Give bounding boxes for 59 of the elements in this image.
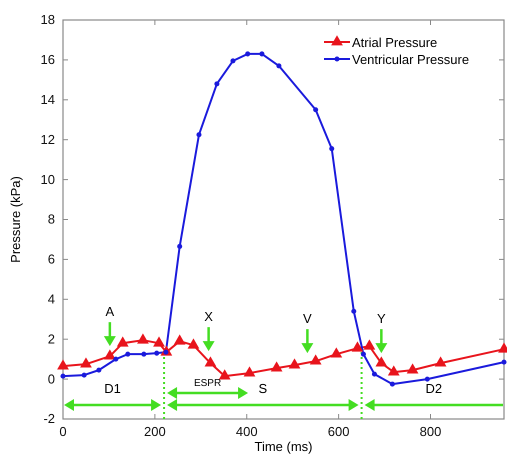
legend-label: Ventricular Pressure	[352, 52, 470, 67]
x-tick-label: 0	[59, 424, 67, 440]
point	[245, 51, 250, 56]
y-tick-label: -2	[43, 411, 55, 426]
point	[352, 341, 364, 352]
point	[104, 349, 116, 360]
point	[174, 334, 186, 345]
point	[330, 347, 342, 358]
x-tick-label: 200	[144, 424, 166, 440]
x-tick-label: 600	[328, 424, 350, 440]
point	[153, 336, 165, 347]
y-tick-label: 4	[48, 291, 55, 306]
point	[434, 356, 446, 367]
x-axis-title: Time (ms)	[254, 439, 313, 454]
legend-label: Atrial Pressure	[352, 35, 438, 50]
point	[406, 363, 418, 374]
point	[329, 146, 334, 152]
point	[57, 359, 69, 370]
y-tick-label: 16	[40, 52, 55, 68]
point	[375, 356, 388, 367]
point	[230, 58, 236, 64]
point	[80, 357, 92, 368]
point	[364, 339, 376, 350]
point	[288, 358, 300, 369]
y-tick-label: 2	[48, 331, 55, 346]
point	[388, 365, 400, 376]
point	[188, 338, 200, 349]
point	[137, 333, 149, 344]
point	[276, 63, 282, 68]
point	[310, 354, 322, 365]
annotation: ESPR	[194, 378, 222, 389]
annotation: D2	[425, 381, 442, 396]
point	[116, 336, 129, 347]
annotation: Y	[377, 311, 386, 326]
annotation: V	[303, 311, 312, 326]
point	[214, 81, 220, 86]
y-axis-title: Pressure (kPa)	[8, 176, 23, 263]
point	[351, 308, 356, 314]
point	[196, 132, 202, 138]
point	[218, 369, 231, 380]
point	[204, 356, 216, 367]
y-tick-label: 14	[40, 92, 55, 107]
y-tick-label: 18	[40, 12, 55, 28]
annotation: S	[258, 381, 268, 396]
point	[177, 244, 182, 249]
x-tick-label: 800	[420, 424, 442, 440]
point	[270, 361, 282, 372]
y-tick-label: 10	[40, 172, 55, 187]
point	[259, 51, 264, 56]
annotation: A	[106, 304, 115, 320]
point	[313, 107, 318, 112]
y-tick-label: 6	[48, 252, 55, 267]
point	[244, 366, 256, 377]
y-tick-label: 8	[48, 212, 55, 227]
annotation: X	[204, 309, 214, 324]
annotation: D1	[104, 381, 121, 396]
x-tick-label: 400	[236, 424, 258, 440]
y-tick-label: 0	[48, 371, 55, 386]
y-tick-label: 12	[40, 132, 55, 147]
